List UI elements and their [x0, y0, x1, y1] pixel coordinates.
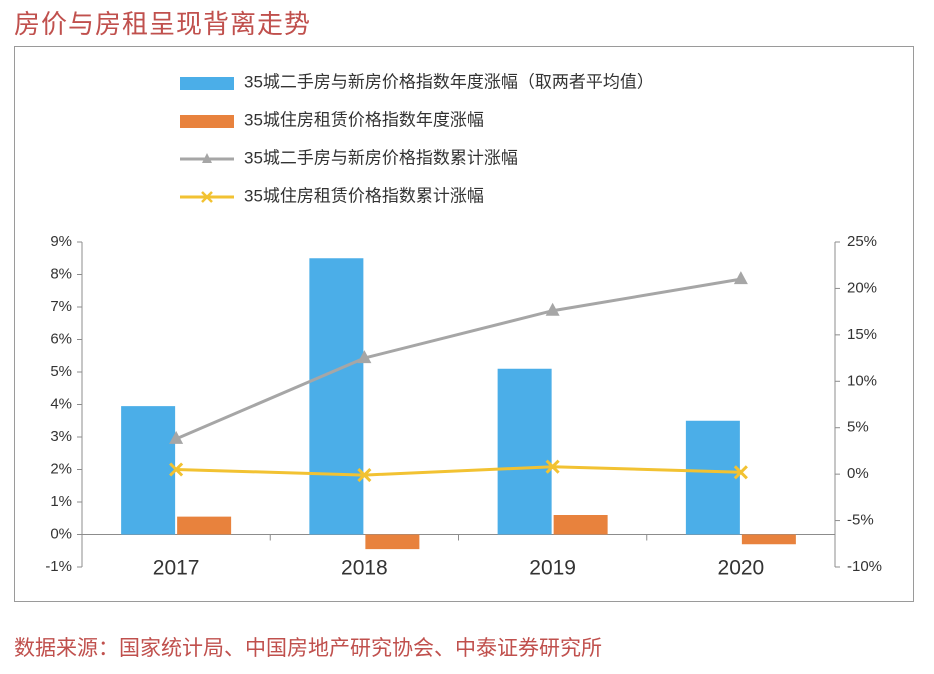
x-tick-label: 2018 [341, 557, 388, 580]
chart-legend: 35城二手房与新房价格指数年度涨幅（取两者平均值） 35城住房租赁价格指数年度涨幅… [180, 72, 654, 205]
left-tick-label: 0% [50, 525, 72, 542]
x-tick-label: 2020 [718, 557, 765, 580]
legend-triangle-marker [202, 153, 212, 163]
x-tick-label: 2017 [153, 557, 200, 580]
left-tick-label: -1% [45, 558, 72, 575]
legend-label: 35城二手房与新房价格指数累计涨幅 [244, 148, 518, 167]
price-annual-bar [121, 406, 176, 535]
right-tick-label: 20% [847, 279, 877, 296]
legend-x-marker [201, 191, 213, 203]
rent-cumulative-line [176, 465, 741, 477]
rent-cumulative-point [545, 459, 560, 474]
chart-frame: 35城二手房与新房价格指数年度涨幅（取两者平均值） 35城住房租赁价格指数年度涨幅… [14, 46, 914, 602]
right-tick-label: 5% [847, 419, 869, 436]
right-tick-label: 10% [847, 372, 877, 389]
right-tick-label: 0% [847, 465, 869, 482]
legend-label: 35城住房租赁价格指数年度涨幅 [244, 110, 484, 129]
legend-swatch-price-annual [180, 77, 234, 90]
left-tick-label: 8% [50, 265, 72, 282]
left-tick-label: 7% [50, 298, 72, 315]
chart-axes: -1% 0% 1% 2% 3% 4% 5% 6% 7% 8% 9% -10% -5% 0% 5% 10% 15%… [45, 233, 882, 580]
right-tick-label: 15% [847, 326, 877, 343]
right-tick-label: 25% [847, 233, 877, 250]
price-cumulative-line [175, 277, 742, 441]
left-tick-label: 3% [50, 428, 72, 445]
x-tick-label: 2019 [529, 557, 576, 580]
legend-label: 35城住房租赁价格指数累计涨幅 [244, 186, 484, 205]
left-tick-label: 5% [50, 363, 72, 380]
rent-cumulative-point [357, 468, 372, 483]
data-source-note: 数据来源：国家统计局、中国房地产研究协会、中泰证券研究所 [14, 636, 602, 660]
left-tick-label: 1% [50, 493, 72, 510]
rent-annual-bar [741, 534, 796, 545]
rent-cumulative-point [733, 465, 748, 480]
combo-chart: 35城二手房与新房价格指数年度涨幅（取两者平均值） 35城住房租赁价格指数年度涨幅… [45, 72, 882, 580]
legend-swatch-rent-annual [180, 115, 234, 128]
rent-cumulative-point [169, 462, 184, 477]
legend-label: 35城二手房与新房价格指数年度涨幅（取两者平均值） [244, 72, 654, 91]
left-tick-label: 9% [50, 233, 72, 250]
price-annual-bar [497, 368, 552, 535]
price-cumulative-point [545, 302, 560, 316]
left-tick-label: 2% [50, 460, 72, 477]
left-tick-label: 6% [50, 330, 72, 347]
right-tick-label: -10% [847, 558, 882, 575]
chart-lines [169, 271, 748, 483]
rent-annual-bar [177, 516, 232, 535]
price-cumulative-point [733, 271, 748, 285]
left-tick-label: 4% [50, 395, 72, 412]
price-cumulative-point [169, 430, 184, 444]
rent-annual-bar [365, 534, 420, 550]
chart-bars [121, 258, 796, 550]
right-tick-label: -5% [847, 512, 874, 529]
price-cumulative-point [357, 350, 372, 364]
price-annual-bar [685, 420, 740, 535]
rent-annual-bar [553, 515, 608, 535]
page-title: 房价与房租呈现背离走势 [14, 10, 312, 40]
price-annual-bar [309, 258, 364, 535]
